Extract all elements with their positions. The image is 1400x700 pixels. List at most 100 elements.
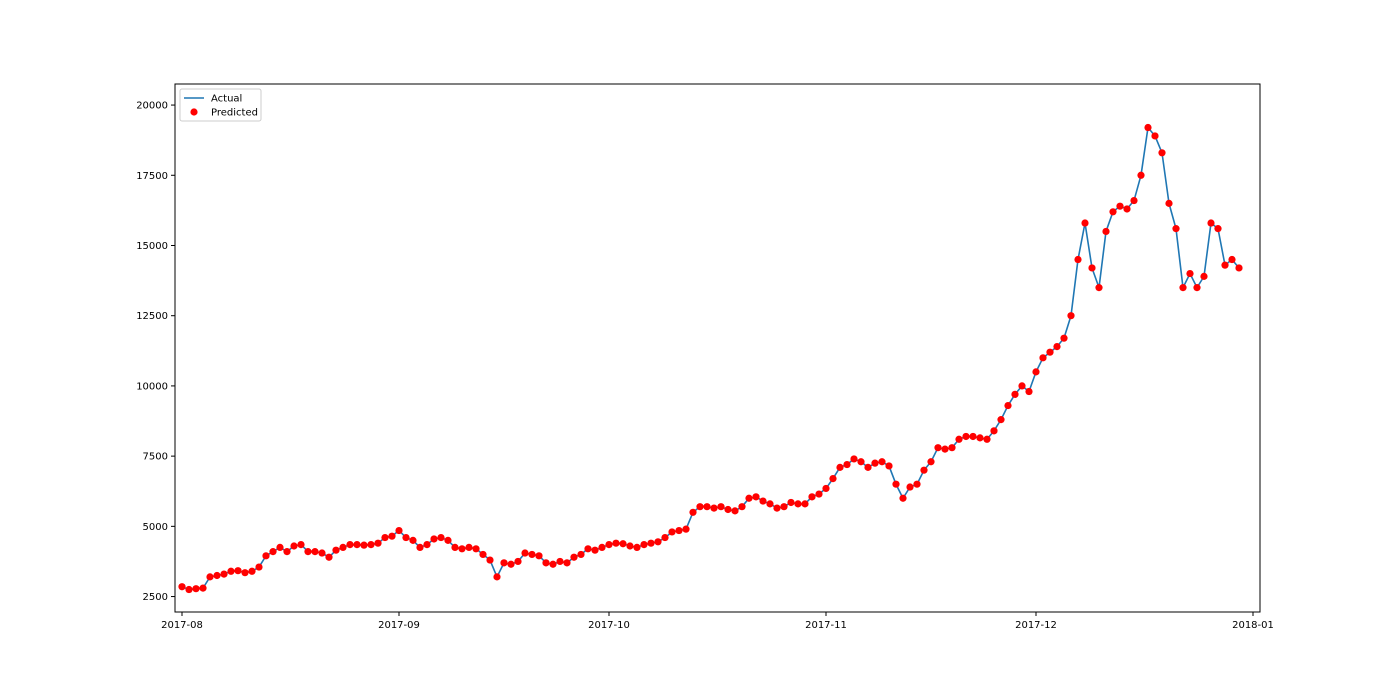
predicted-point <box>409 536 417 544</box>
x-tick-label: 2017-08 <box>161 620 203 631</box>
predicted-point <box>731 507 739 515</box>
predicted-point <box>766 500 774 508</box>
predicted-point <box>213 571 221 580</box>
predicted-point <box>668 528 676 536</box>
legend-label: Actual <box>211 94 242 105</box>
predicted-point <box>717 503 725 511</box>
predicted-point <box>220 570 228 578</box>
predicted-point <box>836 463 844 471</box>
x-tick-label: 2017-10 <box>588 620 630 631</box>
predicted-point <box>1235 264 1243 272</box>
predicted-point <box>395 526 403 535</box>
predicted-point <box>360 541 368 549</box>
predicted-point <box>899 494 907 502</box>
predicted-point <box>633 543 641 552</box>
predicted-point <box>318 549 326 557</box>
legend-label: Predicted <box>211 108 258 119</box>
predicted-point <box>619 540 627 548</box>
y-tick-label: 17500 <box>136 171 168 182</box>
x-tick-label: 2018-01 <box>1232 620 1274 631</box>
y-tick-label: 15000 <box>136 241 168 252</box>
predicted-point <box>1060 334 1068 342</box>
predicted-point <box>1053 343 1061 351</box>
predicted-point <box>1214 225 1222 233</box>
predicted-point <box>570 553 578 561</box>
predicted-point <box>297 541 305 549</box>
predicted-point <box>1074 255 1082 264</box>
predicted-point <box>1207 219 1215 227</box>
predicted-point <box>1011 390 1019 398</box>
predicted-point <box>444 536 452 544</box>
predicted-point <box>955 435 963 443</box>
x-tick-label: 2017-09 <box>378 620 420 631</box>
predicted-point <box>1046 348 1054 356</box>
predicted-point <box>724 505 732 514</box>
predicted-point <box>381 533 389 542</box>
legend-marker-swatch <box>190 108 198 116</box>
predicted-point <box>689 508 697 516</box>
predicted-point <box>458 545 466 553</box>
predicted-point <box>563 559 571 567</box>
predicted-point <box>626 542 634 550</box>
predicted-point <box>850 455 858 463</box>
series-predicted <box>178 123 1243 594</box>
predicted-point <box>486 556 494 564</box>
predicted-point <box>493 573 501 581</box>
legend-box <box>179 88 262 122</box>
predicted-point <box>542 559 550 567</box>
predicted-point <box>584 545 592 553</box>
predicted-point <box>178 583 186 591</box>
predicted-point <box>479 550 487 559</box>
predicted-point <box>353 541 361 549</box>
axes-background <box>175 84 1260 612</box>
predicted-point <box>1116 202 1124 210</box>
predicted-point <box>465 543 473 552</box>
predicted-point <box>997 416 1005 424</box>
predicted-point <box>451 543 459 552</box>
predicted-point <box>885 462 893 470</box>
predicted-point <box>1165 199 1173 207</box>
predicted-point <box>185 585 193 594</box>
predicted-point <box>983 435 991 443</box>
predicted-point <box>1032 368 1040 376</box>
predicted-point <box>367 541 375 549</box>
predicted-point <box>703 503 711 511</box>
predicted-point <box>1025 387 1033 396</box>
predicted-point <box>241 569 249 577</box>
predicted-point <box>283 548 291 556</box>
predicted-point <box>962 432 970 441</box>
predicted-point <box>808 493 816 501</box>
predicted-point <box>255 563 263 571</box>
predicted-point <box>948 444 956 452</box>
predicted-point <box>801 500 809 508</box>
predicted-point <box>514 557 522 566</box>
predicted-point <box>990 427 998 435</box>
predicted-point <box>374 539 382 547</box>
predicted-point <box>423 541 431 549</box>
predicted-point <box>843 460 851 469</box>
predicted-point <box>976 434 984 442</box>
predicted-point <box>437 533 445 542</box>
predicted-point <box>892 480 900 488</box>
predicted-point <box>1221 261 1229 269</box>
y-tick-label: 10000 <box>136 381 168 392</box>
predicted-point <box>682 525 690 533</box>
predicted-point <box>647 539 655 547</box>
predicted-point <box>794 500 802 508</box>
predicted-point <box>1193 284 1201 292</box>
predicted-point <box>234 567 242 575</box>
predicted-point <box>906 483 914 491</box>
predicted-point <box>871 459 879 467</box>
predicted-point <box>710 504 718 512</box>
predicted-point <box>535 552 543 560</box>
predicted-point <box>1109 208 1117 216</box>
predicted-point <box>605 541 613 549</box>
axes-frame <box>174 83 1261 613</box>
predicted-point <box>913 480 921 488</box>
predicted-point <box>1186 269 1194 278</box>
predicted-point <box>752 493 760 501</box>
predicted-point <box>1158 149 1166 157</box>
predicted-point <box>199 584 207 592</box>
predicted-point <box>591 546 599 554</box>
predicted-point <box>192 585 200 593</box>
